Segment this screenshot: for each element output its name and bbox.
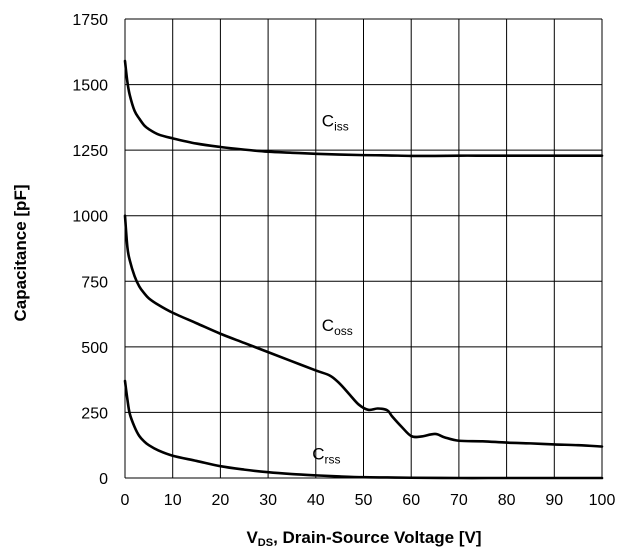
x-axis-title: VDS, Drain-Source Voltage [V] — [246, 528, 481, 549]
x-tick-label: 80 — [498, 492, 516, 509]
y-tick-label: 1500 — [72, 78, 108, 95]
y-tick-label: 250 — [81, 405, 108, 422]
series-line-coss — [123, 214, 604, 448]
series-label-sub: rss — [325, 453, 341, 467]
y-tick-labels: 0 250 500 750 1000 1250 1500 1750 — [72, 12, 108, 488]
x-axis-title-sub: DS — [258, 537, 273, 549]
series-curves — [123, 59, 604, 480]
x-tick-label: 50 — [355, 492, 373, 509]
y-tick-label: 750 — [81, 274, 108, 291]
x-tick-label: 60 — [402, 492, 420, 509]
y-tick-label: 0 — [99, 471, 108, 488]
y-axis-title: Capacitance [pF] — [11, 185, 30, 322]
series-label-main: C — [312, 445, 324, 464]
x-tick-labels: 0 10 20 30 40 50 60 70 80 90 100 — [121, 492, 616, 509]
series-label-sub: iss — [334, 120, 349, 134]
series-label-main: C — [322, 112, 334, 131]
x-tick-label: 30 — [259, 492, 277, 509]
series-label-crss: Crss — [312, 445, 340, 467]
x-tick-label: 100 — [589, 492, 616, 509]
x-tick-label: 0 — [121, 492, 130, 509]
x-tick-label: 70 — [450, 492, 468, 509]
x-tick-label: 40 — [307, 492, 325, 509]
x-tick-label: 20 — [212, 492, 230, 509]
y-tick-label: 1750 — [72, 12, 108, 29]
x-axis-title-main: V — [246, 528, 258, 547]
series-line-ciss — [123, 59, 604, 158]
series-label-ciss: Ciss — [322, 112, 349, 134]
series-label-coss: Coss — [322, 316, 353, 338]
series-label-main: C — [322, 316, 334, 335]
x-tick-label: 10 — [164, 492, 182, 509]
y-tick-label: 1000 — [72, 209, 108, 226]
grid-lines — [124, 18, 603, 479]
x-axis-title-rest: , Drain-Source Voltage [V] — [273, 528, 481, 547]
series-line-crss — [123, 379, 604, 480]
x-tick-label: 90 — [545, 492, 563, 509]
y-tick-label: 1250 — [72, 143, 108, 160]
series-label-sub: oss — [334, 324, 353, 338]
y-tick-label: 500 — [81, 340, 108, 357]
